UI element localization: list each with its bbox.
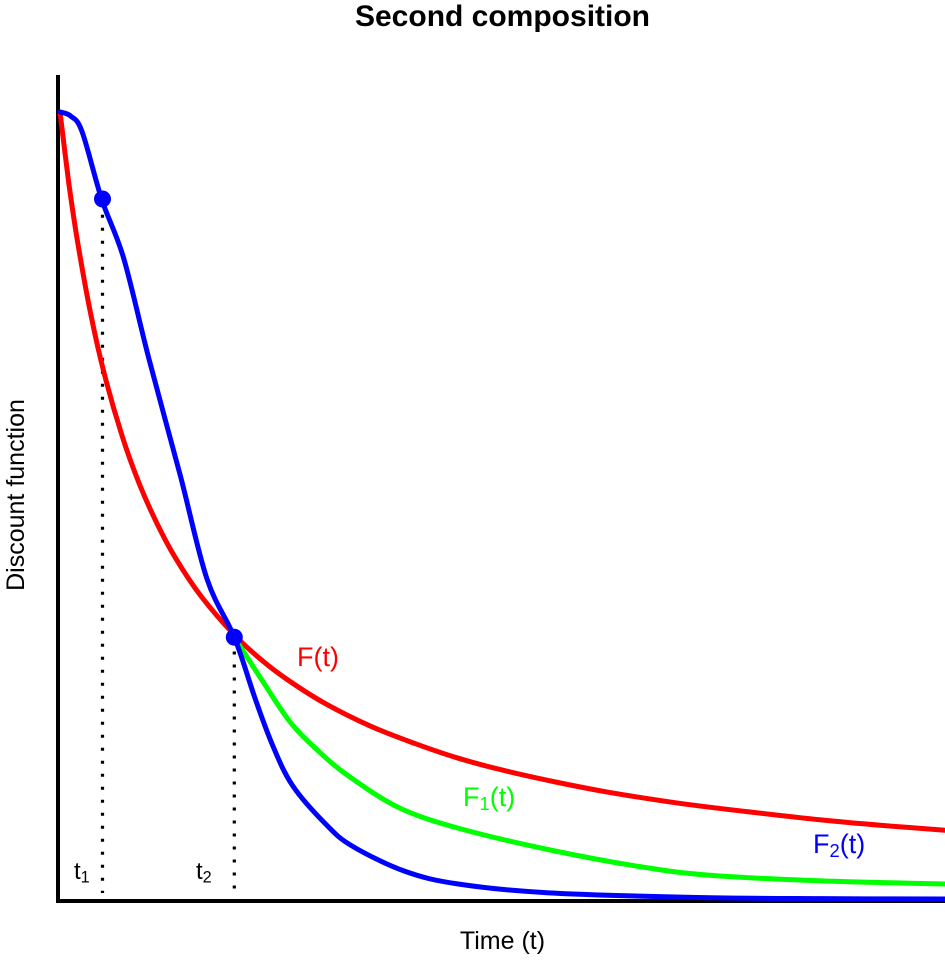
curves-group xyxy=(57,109,945,902)
chart-title: Second composition xyxy=(354,0,651,33)
x-axis-label: Time (t) xyxy=(459,927,546,955)
y-axis-label: Discount function xyxy=(2,399,30,591)
curve-label-F1: F1(t) xyxy=(463,782,516,815)
curve-F2 xyxy=(57,109,945,902)
marker-label-t2: t2 xyxy=(196,858,212,887)
highlight-dots-group xyxy=(94,190,243,646)
curve-F1 xyxy=(231,634,945,887)
curve-label-F2: F2(t) xyxy=(813,829,866,862)
curve-label-F: F(t) xyxy=(297,642,339,672)
curve-F xyxy=(57,109,945,833)
marker-label-t1: t1 xyxy=(74,858,90,887)
highlight-dot-1 xyxy=(94,190,111,208)
dotted-marker-lines xyxy=(100,214,236,893)
highlight-dot-2 xyxy=(225,628,243,646)
